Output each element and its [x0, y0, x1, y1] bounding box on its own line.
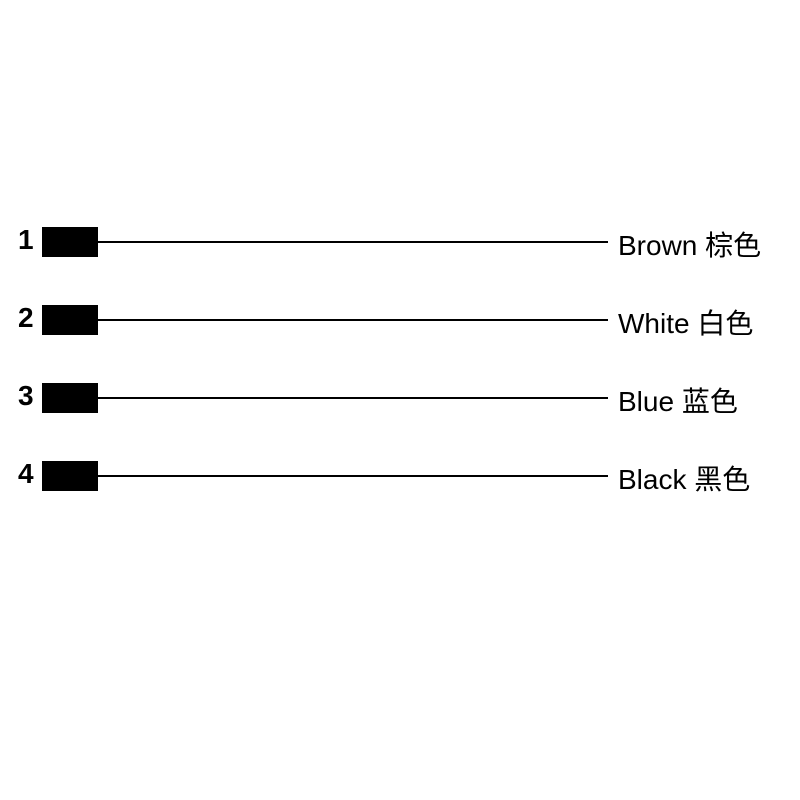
pin-number: 3 — [18, 380, 34, 412]
color-label-en: Brown — [618, 230, 697, 261]
color-label-en: Black — [618, 464, 686, 495]
color-label-en: Blue — [618, 386, 674, 417]
color-label-en: White — [618, 308, 690, 339]
wire-line — [98, 397, 608, 399]
color-label: Blue 蓝色 — [618, 380, 738, 420]
wiring-diagram: 1 Brown 棕色 2 White 白色 3 Blue 蓝色 4 Black … — [0, 0, 800, 800]
color-label: Black 黑色 — [618, 458, 750, 498]
pin-block — [42, 461, 98, 491]
pin-block — [42, 305, 98, 335]
pin-block — [42, 227, 98, 257]
color-label-cn: 蓝色 — [682, 386, 738, 417]
pin-number: 1 — [18, 224, 34, 256]
wire-line — [98, 319, 608, 321]
color-label: Brown 棕色 — [618, 224, 761, 264]
pin-number: 2 — [18, 302, 34, 334]
color-label-cn: 棕色 — [705, 230, 761, 261]
pin-number: 4 — [18, 458, 34, 490]
wire-line — [98, 475, 608, 477]
color-label-cn: 白色 — [697, 308, 753, 339]
color-label: White 白色 — [618, 302, 753, 342]
pin-block — [42, 383, 98, 413]
color-label-cn: 黑色 — [694, 464, 750, 495]
wire-line — [98, 241, 608, 243]
